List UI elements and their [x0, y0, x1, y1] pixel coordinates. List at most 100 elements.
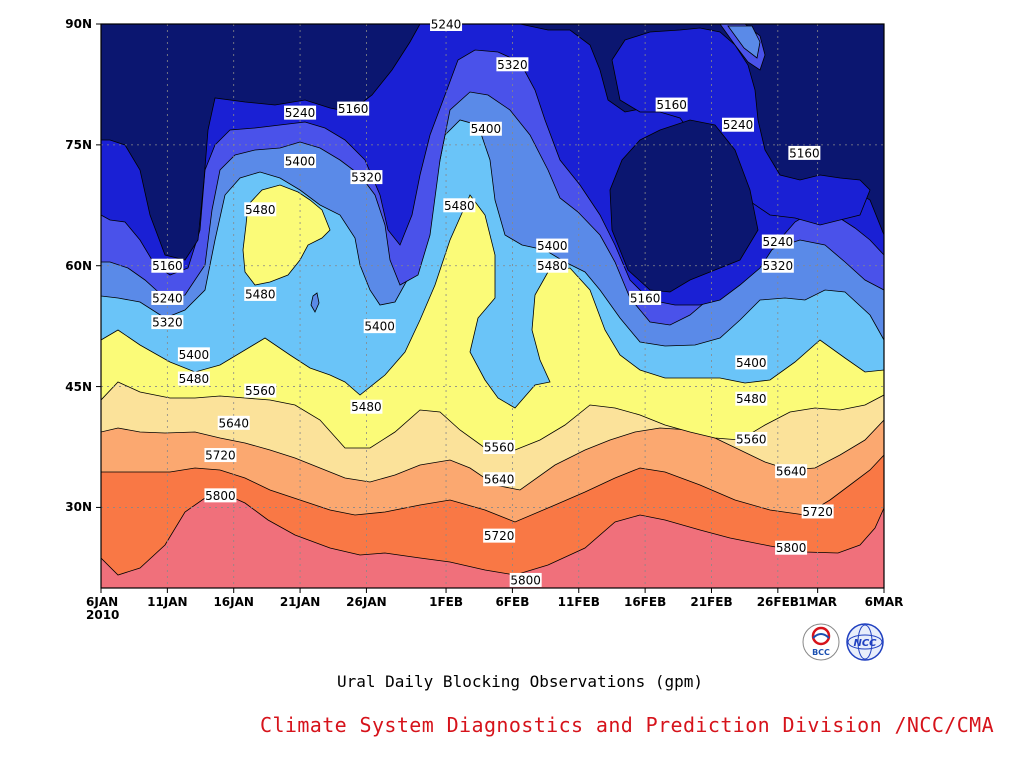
contour-label: 5400	[536, 238, 569, 253]
x-tick-label: 6MAR	[864, 595, 904, 609]
contour-label: 5640	[217, 415, 250, 430]
contour-label-text: 5240	[723, 118, 754, 132]
contour-label-box	[761, 234, 794, 249]
contour-label: 5320	[761, 258, 794, 273]
contour-label: 5400	[177, 347, 210, 362]
contour-label-text: 5480	[179, 372, 210, 386]
contour-label-box	[244, 286, 277, 301]
axis-ticks	[96, 23, 885, 593]
x-tick-label: 16FEB	[623, 595, 667, 609]
contour-labels: 5240 5320 5160 5240 5160 5240 5160 5400 5400 5320…	[151, 17, 834, 587]
grid-lines	[101, 24, 884, 588]
contour-label: 5480	[536, 258, 569, 273]
x-tick-label: 26FEB	[756, 595, 799, 609]
contour-label: 5720	[204, 448, 237, 463]
contour-label: 5480	[735, 391, 768, 406]
contour-label-text: 5480	[537, 259, 568, 273]
contour-label: 5560	[483, 440, 516, 455]
contour-label-box	[177, 371, 210, 386]
contour-label-box	[735, 355, 768, 370]
chart-title: Ural Daily Blocking Observations (gpm)	[336, 672, 704, 691]
contour-label-box	[509, 572, 542, 587]
contour-label: 5560	[735, 431, 768, 446]
contour-label-text: 5560	[484, 441, 515, 455]
contour-label-text: 5800	[205, 489, 236, 503]
contour-label-box	[443, 198, 476, 213]
contour-label-text: 5400	[537, 239, 568, 253]
contour-label-text: 5720	[484, 529, 515, 543]
y-tick-label: 75N	[65, 137, 92, 152]
plot-frame	[100, 23, 885, 589]
contour-label-box	[244, 383, 277, 398]
x-tick-label: 21FEB	[690, 595, 733, 609]
y-tick-label: 45N	[65, 379, 92, 394]
contour-label-box	[483, 440, 516, 454]
contour-label-box	[536, 238, 569, 253]
contour-label-text: 5400	[179, 348, 210, 362]
contour-label-box	[801, 504, 834, 519]
contour-label: 5160	[629, 290, 662, 305]
contour-label: 5160	[655, 97, 688, 112]
contour-label: 5480	[244, 286, 277, 301]
contour-label-text: 5400	[736, 356, 767, 370]
contour-label: 5480	[350, 399, 383, 414]
contour-label-box	[350, 170, 383, 185]
band-5400-speck	[310, 292, 320, 313]
contour-label-box	[151, 258, 184, 273]
contour-label-box	[536, 258, 569, 273]
contour-label-box	[483, 472, 516, 487]
contour-label-text: 5240	[431, 18, 462, 32]
contour-label: 5480	[177, 371, 210, 386]
x-tick-label: 1MAR	[798, 595, 838, 609]
contour-label: 5640	[483, 472, 516, 487]
contour-label-text: 5640	[218, 416, 249, 430]
contour-label: 5320	[350, 170, 383, 185]
contour-label-text: 5560	[245, 384, 276, 398]
contour-label: 5400	[284, 153, 317, 168]
contour-label: 5320	[151, 315, 184, 330]
bcc-logo-text: BCC	[812, 648, 830, 657]
contour-label-box	[204, 448, 237, 463]
x-tick-label: 11JAN	[147, 595, 188, 609]
contour-label: 5400	[363, 319, 396, 334]
contour-label: 5320	[496, 57, 529, 72]
x-tick-label: 11FEB	[557, 595, 600, 609]
contour-label-box	[217, 415, 250, 430]
contour-label-text: 5160	[152, 259, 183, 273]
contour-label: 5160	[337, 101, 370, 116]
x-tick-label: 26JAN	[346, 595, 387, 609]
contour-label: 5160	[151, 258, 184, 273]
contour-label: 5240	[761, 234, 794, 249]
contour-label-text: 5320	[497, 58, 528, 72]
contour-label-box	[350, 399, 383, 414]
contour-label-box	[655, 97, 688, 112]
contour-label-text: 5320	[763, 259, 794, 273]
contour-label-text: 5160	[630, 291, 661, 305]
contour-label: 5720	[483, 528, 516, 543]
contour-label: 5240	[284, 105, 317, 120]
contour-label-box	[483, 528, 516, 543]
contour-label-text: 5480	[736, 392, 767, 406]
contour-label-text: 5480	[245, 203, 276, 217]
contour-label-box	[761, 258, 794, 273]
contour-chart: 5240 5320 5160 5240 5160 5240 5160 5400 5400 5320…	[96, 17, 885, 593]
contour-label: 5400	[469, 121, 502, 136]
contour-label-box	[788, 145, 821, 160]
contour-label-text: 5640	[776, 465, 807, 479]
x-tick-label: 6JAN	[86, 595, 119, 609]
contour-label-box	[722, 117, 755, 132]
contour-label-text: 5240	[285, 106, 316, 120]
contour-label-text: 5400	[285, 154, 316, 168]
bcc-logo: BCC	[802, 623, 840, 661]
contour-label-text: 5160	[656, 98, 687, 112]
x-axis-year-label: 2010	[86, 608, 120, 622]
contour-label: 5720	[801, 504, 834, 519]
contour-label-box	[775, 540, 808, 555]
contour-label-box	[151, 290, 184, 305]
contour-label-text: 5480	[245, 287, 276, 301]
band-5240-patch-2	[727, 25, 761, 59]
x-tick-label: 21JAN	[279, 595, 321, 609]
contour-label-box	[204, 488, 237, 503]
contour-label: 5480	[244, 202, 277, 217]
contour-label: 5240	[722, 117, 755, 132]
